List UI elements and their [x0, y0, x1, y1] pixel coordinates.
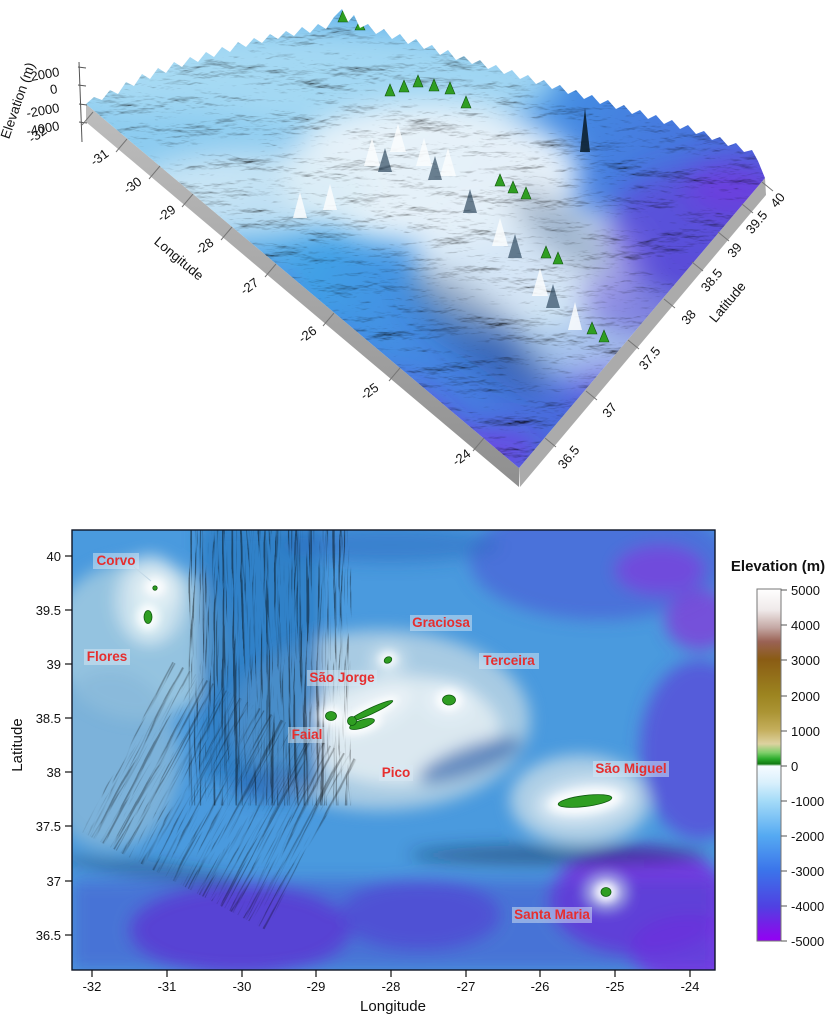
y-tick-37: 37 [599, 400, 620, 421]
map-relief: Corvo Flores Graciosa Terceira São Jorge… [72, 530, 715, 970]
map-islands [137, 578, 621, 901]
map-y-37: 37 [47, 874, 61, 889]
island-sao-miguel [557, 794, 613, 808]
map-island-labels: Corvo Flores Graciosa Terceira São Jorge… [84, 553, 669, 923]
plot3d-white-peaks [293, 124, 582, 330]
plot3d-x-ticks [81, 111, 485, 452]
map-y-ticks [65, 555, 72, 936]
map-x-axis-label: Longitude [360, 998, 426, 1015]
cb-2000: 2000 [791, 689, 820, 704]
cb--1000: -1000 [791, 794, 824, 809]
label-flores: Flores [87, 649, 128, 664]
label-terceira: Terceira [483, 653, 535, 668]
cb--3000: -3000 [791, 864, 824, 879]
map-x--29: -29 [307, 979, 326, 994]
y-tick-40: 40 [767, 190, 788, 211]
map-y-39.5: 39.5 [36, 603, 61, 618]
x-tick--31: -31 [87, 146, 111, 169]
label-sao-miguel: São Miguel [595, 761, 666, 776]
y-tick-36.5: 36.5 [555, 443, 583, 472]
map-y-axis-label: Latitude [9, 718, 26, 771]
map-x--26: -26 [531, 979, 550, 994]
label-pico: Pico [382, 765, 411, 780]
z-tick--2000: -2000 [25, 100, 60, 121]
x-tick--27: -27 [237, 275, 261, 298]
label-santa-maria: Santa Maria [514, 907, 590, 922]
y-tick-39: 39 [724, 240, 745, 261]
island-pico-volcano [347, 716, 357, 726]
colorbar-gradient [756, 588, 782, 942]
map-x--27: -27 [457, 979, 476, 994]
island-flores [143, 610, 153, 624]
label-corvo: Corvo [96, 553, 135, 568]
map-x--31: -31 [158, 979, 177, 994]
colorbar-ticks [781, 589, 787, 942]
map-x--30: -30 [233, 979, 252, 994]
map-x--28: -28 [382, 979, 401, 994]
cb-3000: 3000 [791, 653, 820, 668]
corvo-leader-line [133, 566, 152, 582]
map-panel: Corvo Flores Graciosa Terceira São Jorge… [9, 529, 716, 1015]
map-x--25: -25 [606, 979, 625, 994]
x-tick--26: -26 [295, 323, 319, 346]
x-tick--24: -24 [449, 446, 473, 469]
map-border [71, 529, 716, 971]
plot3d-needle-seamount [580, 108, 590, 152]
map-x-ticks [91, 970, 691, 977]
cb-1000: 1000 [791, 724, 820, 739]
map-y-40: 40 [47, 549, 61, 564]
map-x--24: -24 [681, 979, 700, 994]
x-tick--25: -25 [357, 380, 381, 403]
cb-0: 0 [791, 759, 798, 774]
plot3d-z-axis [77, 61, 88, 143]
label-faial: Faial [292, 727, 323, 742]
x-tick--29: -29 [154, 202, 178, 225]
colorbar: Elevation (m) 5000 4000 3000 2000 1000 0… [731, 558, 825, 949]
map-y-37.5: 37.5 [36, 819, 61, 834]
map-y-38: 38 [47, 765, 61, 780]
label-sao-jorge: São Jorge [309, 670, 375, 685]
y-tick-38: 38 [678, 307, 699, 328]
island-pico [349, 718, 375, 730]
x-tick--30: -30 [120, 174, 144, 197]
map-y-38.5: 38.5 [36, 711, 61, 726]
colorbar-title: Elevation (m) [731, 558, 825, 575]
ridge-texture-sw [94, 674, 345, 918]
z-tick--4000: -4000 [25, 118, 60, 139]
map-y-36.5: 36.5 [36, 928, 61, 943]
cb-4000: 4000 [791, 618, 820, 633]
plot3d-panel: 2000 0 -2000 -4000 Elevation (m) -32 -31… [0, 9, 788, 487]
plot3d-skirt-left [86, 104, 519, 487]
cb--4000: -4000 [791, 899, 824, 914]
plot3d-shadow-peaks [378, 148, 560, 308]
y-tick-37.5: 37.5 [636, 344, 664, 373]
cb-5000: 5000 [791, 583, 820, 598]
plot3d-y-ticks [544, 181, 774, 448]
map-x--32: -32 [83, 979, 102, 994]
z-tick-0: 0 [49, 81, 59, 97]
island-corvo [152, 585, 158, 591]
cb--2000: -2000 [791, 829, 824, 844]
island-terceira [442, 694, 456, 706]
island-graciosa [383, 656, 393, 664]
island-faial [325, 711, 337, 721]
island-santa-maria [600, 887, 612, 897]
x-tick--28: -28 [192, 235, 216, 258]
plot3d-skirt-right [519, 178, 766, 487]
map-y-39: 39 [47, 657, 61, 672]
label-graciosa: Graciosa [412, 615, 470, 630]
cb--5000: -5000 [791, 934, 824, 949]
z-tick-2000: 2000 [29, 64, 60, 84]
